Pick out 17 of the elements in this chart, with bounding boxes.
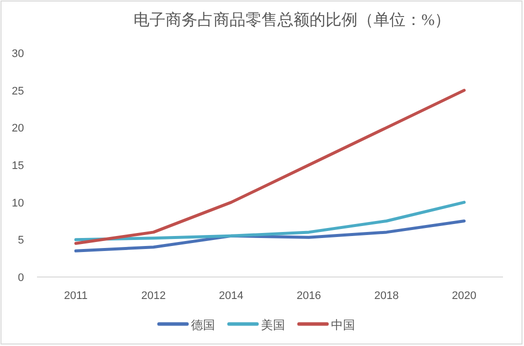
x-tick-label: 2016 <box>296 290 322 302</box>
x-tick-label: 2011 <box>64 290 88 302</box>
y-tick-label: 30 <box>12 48 24 60</box>
x-tick-label: 2020 <box>452 290 476 302</box>
y-tick-label: 5 <box>18 234 24 247</box>
y-tick-label: 20 <box>12 122 24 135</box>
legend-label: 德国 <box>191 318 215 332</box>
legend-label: 中国 <box>331 318 355 332</box>
legend-label: 美国 <box>261 318 285 332</box>
x-tick-label: 2018 <box>374 290 399 302</box>
title: 电子商务占商品零售总额的比例（单位：%） <box>133 12 451 29</box>
y-tick-label: 25 <box>12 85 24 98</box>
y-tick-label: 10 <box>12 197 24 210</box>
y-tick-label: 0 <box>18 272 24 284</box>
y-tick-label: 15 <box>12 160 24 172</box>
x-tick-label: 2012 <box>141 290 166 302</box>
x-tick-label: 2014 <box>218 290 244 302</box>
